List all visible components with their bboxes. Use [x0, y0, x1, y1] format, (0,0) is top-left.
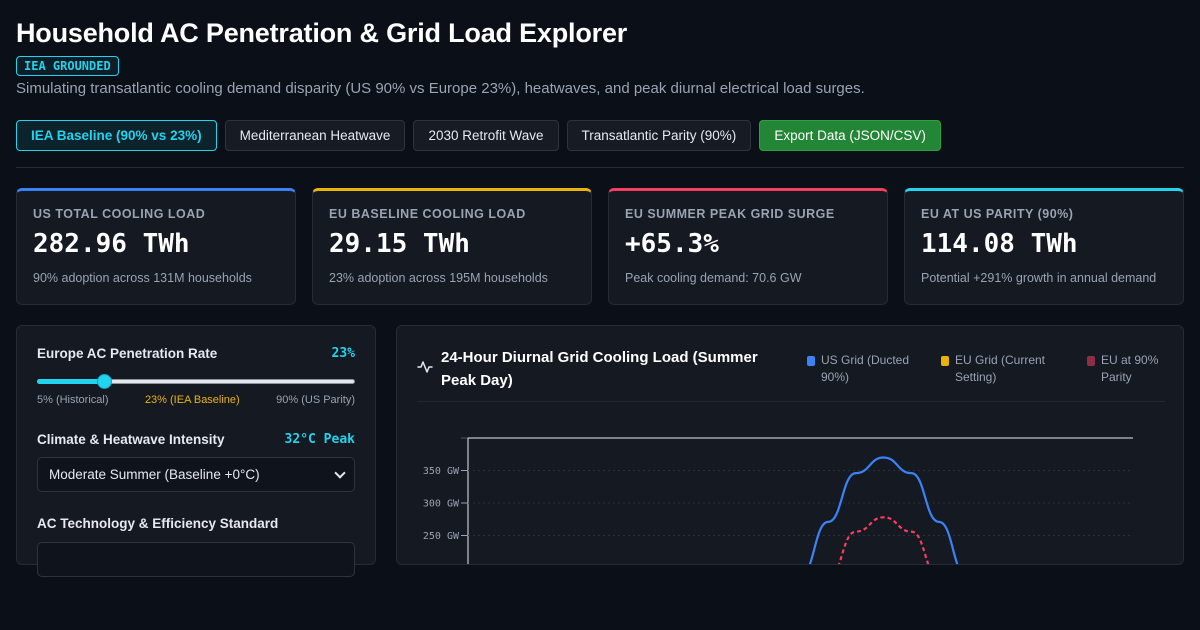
stat-label: US TOTAL COOLING LOAD — [33, 207, 206, 221]
series-line — [837, 516, 930, 564]
slider-fill — [37, 379, 105, 384]
penetration-slider[interactable] — [37, 373, 355, 389]
stat-label: EU SUMMER PEAK GRID SURGE — [625, 207, 835, 221]
chart-title: 24-Hour Diurnal Grid Cooling Load (Summe… — [441, 349, 758, 389]
y-tick-label: 350 GW — [423, 466, 460, 477]
source-badge: IEA GROUNDED — [16, 56, 119, 76]
scenario-iea-baseline-button[interactable]: IEA Baseline (90% vs 23%) — [16, 120, 217, 151]
legend-item-us[interactable]: US Grid (Ducted 90%) — [807, 352, 925, 392]
stat-card-us-total: US TOTAL COOLING LOAD 282.96 TWh 90% ado… — [16, 188, 296, 305]
legend-label: EU Grid (Current Setting) — [955, 353, 1046, 384]
legend-item-eu-parity[interactable]: EU at 90% Parity — [1087, 352, 1165, 392]
legend-swatch — [941, 356, 949, 366]
stat-value: 29.15 TWh — [329, 229, 470, 259]
climate-selected-value: Moderate Summer (Baseline +0°C) — [49, 467, 260, 482]
chart-panel: 250 GW 300 GW 350 GW 24-Hour Diurnal Grid … — [396, 325, 1184, 565]
climate-control-header: Climate & Heatwave Intensity 32°C Peak — [37, 432, 355, 447]
header-divider — [16, 167, 1184, 168]
tick-label-parity: 90% (US Parity) — [276, 394, 355, 406]
load-chart: 250 GW 300 GW 350 GW — [423, 437, 1133, 564]
tick-label-historical: 5% (Historical) — [37, 394, 109, 406]
chart-legend: US Grid (Ducted 90%) EU Grid (Current Se… — [807, 352, 1165, 392]
stat-label: EU AT US PARITY (90%) — [921, 207, 1074, 221]
stat-value: 282.96 TWh — [33, 229, 190, 259]
tech-control-header: AC Technology & Efficiency Standard — [37, 516, 355, 531]
series-line — [808, 456, 959, 564]
y-tick-label: 250 GW — [423, 531, 460, 542]
stat-card-eu-baseline: EU BASELINE COOLING LOAD 29.15 TWh 23% a… — [312, 188, 592, 305]
legend-label: EU at 90% Parity — [1101, 353, 1159, 384]
page-header: Household AC Penetration & Grid Load Exp… — [16, 18, 1184, 97]
climate-select[interactable]: Moderate Summer (Baseline +0°C) — [37, 457, 355, 492]
stat-note: 23% adoption across 195M households — [329, 271, 548, 285]
tick-label-baseline: 23% (IEA Baseline) — [144, 394, 240, 406]
stat-note: Peak cooling demand: 70.6 GW — [625, 271, 802, 285]
penetration-control-header: Europe AC Penetration Rate 23% — [37, 346, 355, 361]
activity-icon — [417, 361, 433, 373]
scenario-mediterranean-heatwave-button[interactable]: Mediterranean Heatwave — [224, 120, 406, 151]
stat-card-eu-parity: EU AT US PARITY (90%) 114.08 TWh Potenti… — [904, 188, 1184, 305]
scenario-2030-retrofit-button[interactable]: 2030 Retrofit Wave — [413, 120, 559, 151]
page-title: Household AC Penetration & Grid Load Exp… — [16, 18, 628, 48]
slider-thumb[interactable] — [97, 374, 113, 389]
stat-value: +65.3% — [625, 229, 719, 259]
stat-label: EU BASELINE COOLING LOAD — [329, 207, 526, 221]
scenario-transatlantic-parity-button[interactable]: Transatlantic Parity (90%) — [566, 120, 752, 151]
export-data-button[interactable]: Export Data (JSON/CSV) — [759, 120, 941, 151]
chart-header: 24-Hour Diurnal Grid Cooling Load (Summe… — [417, 346, 1165, 392]
legend-swatch — [1087, 356, 1095, 366]
stat-card-eu-peak-surge: EU SUMMER PEAK GRID SURGE +65.3% Peak co… — [608, 188, 888, 305]
page-subtitle: Simulating transatlantic cooling demand … — [16, 80, 865, 97]
legend-swatch — [807, 356, 815, 366]
stat-note: 90% adoption across 131M households — [33, 271, 252, 285]
climate-value: 32°C Peak — [284, 432, 355, 447]
y-tick-label: 300 GW — [423, 499, 460, 510]
stat-note: Potential +291% growth in annual demand — [921, 271, 1157, 285]
chart-header-divider — [417, 401, 1165, 402]
tech-select[interactable] — [37, 542, 355, 577]
climate-label: Climate & Heatwave Intensity — [37, 432, 225, 447]
legend-label: US Grid (Ducted 90%) — [821, 353, 910, 384]
chart-title-group: 24-Hour Diurnal Grid Cooling Load (Summe… — [417, 346, 777, 392]
chevron-down-icon — [334, 466, 346, 479]
tech-label: AC Technology & Efficiency Standard — [37, 516, 279, 531]
stat-value: 114.08 TWh — [921, 229, 1078, 259]
penetration-value: 23% — [331, 346, 355, 361]
legend-item-eu-current[interactable]: EU Grid (Current Setting) — [941, 352, 1071, 392]
controls-panel: Europe AC Penetration Rate 23% 5% (Histo… — [16, 325, 376, 577]
penetration-ticks: 5% (Historical) 23% (IEA Baseline) 90% (… — [37, 394, 355, 406]
stat-cards: US TOTAL COOLING LOAD 282.96 TWh 90% ado… — [16, 188, 1184, 305]
scenario-toolbar: IEA Baseline (90% vs 23%) Mediterranean … — [16, 120, 941, 151]
penetration-label: Europe AC Penetration Rate — [37, 346, 218, 361]
